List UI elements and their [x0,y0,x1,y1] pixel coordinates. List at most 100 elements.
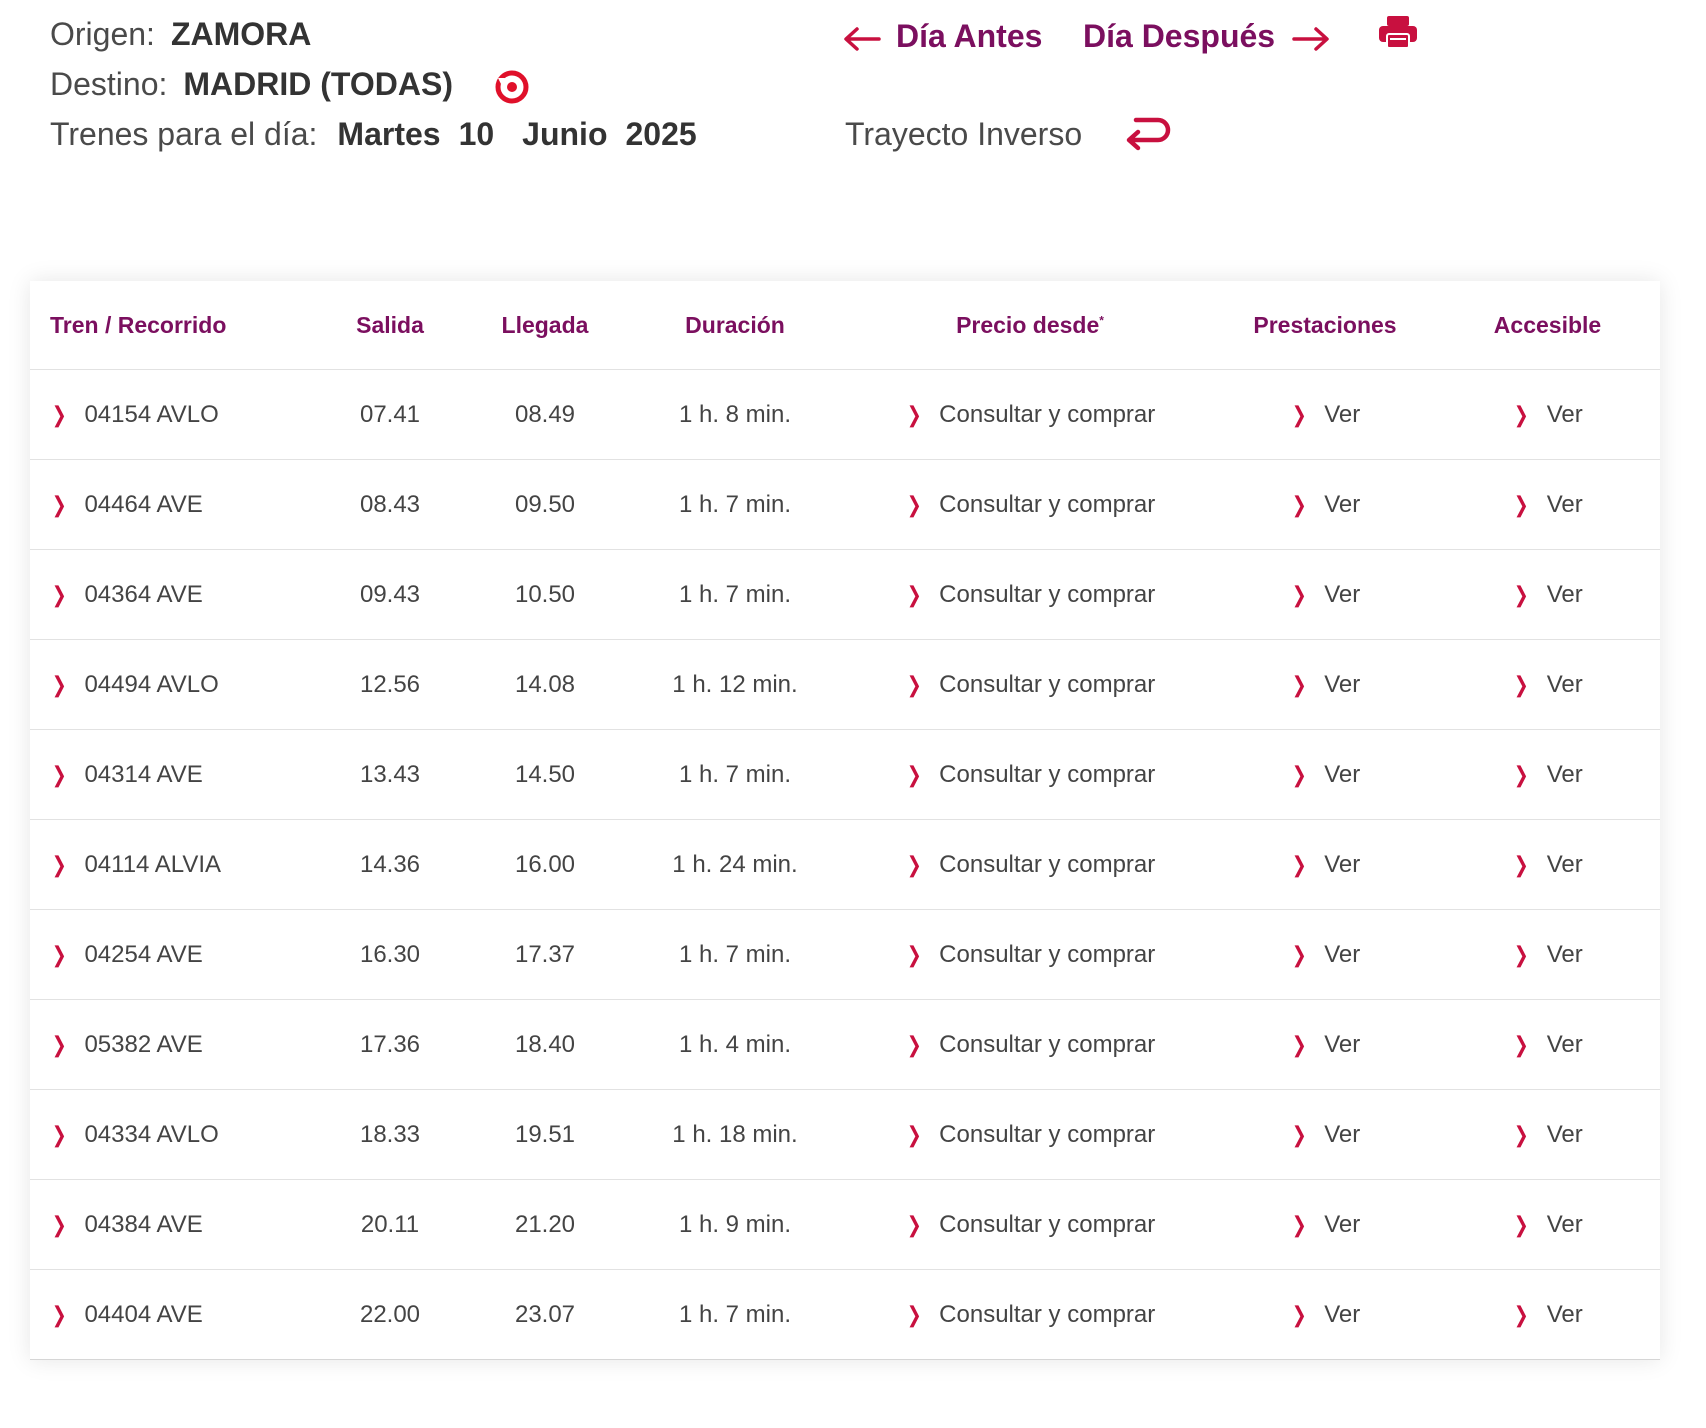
services-cell[interactable]: ❯ Ver [1215,1089,1435,1180]
services-link[interactable]: Ver [1324,850,1361,878]
train-name[interactable]: 04384 AVE [84,1210,203,1238]
train-cell[interactable]: ❯ 04364 AVE [30,549,315,640]
services-cell[interactable]: ❯ Ver [1215,549,1435,640]
services-cell[interactable]: ❯ Ver [1215,1179,1435,1270]
buy-link[interactable]: Consultar y comprar [939,1030,1156,1058]
train-cell[interactable]: ❯ 04334 AVLO [30,1089,315,1180]
services-cell[interactable]: ❯ Ver [1215,369,1435,460]
services-link[interactable]: Ver [1324,670,1361,698]
buy-link[interactable]: Consultar y comprar [939,1120,1156,1148]
price-cell[interactable]: ❯ Consultar y comprar [845,819,1215,910]
buy-link[interactable]: Consultar y comprar [939,490,1156,518]
arrow-left-icon[interactable] [843,26,881,52]
next-day-link[interactable]: Día Después [1083,18,1276,54]
accessible-cell[interactable]: ❯ Ver [1435,819,1660,910]
train-name[interactable]: 05382 AVE [84,1030,203,1058]
services-link[interactable]: Ver [1324,1030,1361,1058]
train-name[interactable]: 04314 AVE [84,760,203,788]
accessible-cell[interactable]: ❯ Ver [1435,729,1660,820]
accessible-link[interactable]: Ver [1546,580,1583,608]
train-cell[interactable]: ❯ 04494 AVLO [30,639,315,730]
train-cell[interactable]: ❯ 04384 AVE [30,1179,315,1270]
arrow-right-icon[interactable] [1292,26,1330,52]
accessible-cell[interactable]: ❯ Ver [1435,1269,1660,1360]
services-cell[interactable]: ❯ Ver [1215,729,1435,820]
train-name[interactable]: 04114 ALVIA [84,850,221,878]
services-link[interactable]: Ver [1324,580,1361,608]
accessible-cell[interactable]: ❯ Ver [1435,999,1660,1090]
chevron-right-icon: ❯ [51,1121,67,1147]
price-cell[interactable]: ❯ Consultar y comprar [845,999,1215,1090]
price-cell[interactable]: ❯ Consultar y comprar [845,729,1215,820]
accessible-link[interactable]: Ver [1546,1210,1583,1238]
services-link[interactable]: Ver [1324,1300,1361,1328]
accessible-cell[interactable]: ❯ Ver [1435,1089,1660,1180]
return-arrow-icon[interactable] [1124,112,1172,152]
accessible-link[interactable]: Ver [1546,400,1583,428]
train-name[interactable]: 04334 AVLO [84,1120,219,1148]
services-link[interactable]: Ver [1324,760,1361,788]
accessible-cell[interactable]: ❯ Ver [1435,909,1660,1000]
price-cell[interactable]: ❯ Consultar y comprar [845,909,1215,1000]
services-link[interactable]: Ver [1324,1210,1361,1238]
buy-link[interactable]: Consultar y comprar [939,940,1156,968]
buy-link[interactable]: Consultar y comprar [939,400,1156,428]
buy-link[interactable]: Consultar y comprar [939,760,1156,788]
train-name[interactable]: 04154 AVLO [84,400,219,428]
previous-day-link[interactable]: Día Antes [896,18,1043,54]
buy-link[interactable]: Consultar y comprar [939,1210,1156,1238]
price-cell[interactable]: ❯ Consultar y comprar [845,639,1215,730]
price-cell[interactable]: ❯ Consultar y comprar [845,1089,1215,1180]
buy-link[interactable]: Consultar y comprar [939,1300,1156,1328]
train-name[interactable]: 04464 AVE [84,490,203,518]
accessible-link[interactable]: Ver [1546,1300,1583,1328]
services-link[interactable]: Ver [1324,400,1361,428]
reload-icon[interactable] [495,70,529,104]
buy-link[interactable]: Consultar y comprar [939,670,1156,698]
price-cell[interactable]: ❯ Consultar y comprar [845,1269,1215,1360]
services-cell[interactable]: ❯ Ver [1215,909,1435,1000]
accessible-link[interactable]: Ver [1546,490,1583,518]
services-cell[interactable]: ❯ Ver [1215,1269,1435,1360]
accessible-cell[interactable]: ❯ Ver [1435,1179,1660,1270]
train-cell[interactable]: ❯ 04404 AVE [30,1269,315,1360]
services-link[interactable]: Ver [1324,940,1361,968]
chevron-right-icon: ❯ [906,1121,922,1147]
buy-link[interactable]: Consultar y comprar [939,580,1156,608]
train-name[interactable]: 04494 AVLO [84,670,219,698]
accessible-link[interactable]: Ver [1546,850,1583,878]
train-cell[interactable]: ❯ 04464 AVE [30,459,315,550]
train-cell[interactable]: ❯ 04254 AVE [30,909,315,1000]
train-name[interactable]: 04364 AVE [84,580,203,608]
price-cell[interactable]: ❯ Consultar y comprar [845,369,1215,460]
train-cell[interactable]: ❯ 04154 AVLO [30,369,315,460]
chevron-right-icon: ❯ [1291,1301,1307,1327]
train-cell[interactable]: ❯ 04114 ALVIA [30,819,315,910]
services-link[interactable]: Ver [1324,490,1361,518]
accessible-link[interactable]: Ver [1546,940,1583,968]
price-cell[interactable]: ❯ Consultar y comprar [845,459,1215,550]
services-link[interactable]: Ver [1324,1120,1361,1148]
train-name[interactable]: 04254 AVE [84,940,203,968]
price-cell[interactable]: ❯ Consultar y comprar [845,549,1215,640]
accessible-cell[interactable]: ❯ Ver [1435,639,1660,730]
date-weekday: Martes [337,116,441,152]
train-name[interactable]: 04404 AVE [84,1300,203,1328]
accessible-link[interactable]: Ver [1546,670,1583,698]
buy-link[interactable]: Consultar y comprar [939,850,1156,878]
services-cell[interactable]: ❯ Ver [1215,819,1435,910]
accessible-link[interactable]: Ver [1546,1120,1583,1148]
train-cell[interactable]: ❯ 05382 AVE [30,999,315,1090]
accessible-link[interactable]: Ver [1546,1030,1583,1058]
accessible-cell[interactable]: ❯ Ver [1435,549,1660,640]
services-cell[interactable]: ❯ Ver [1215,639,1435,730]
services-cell[interactable]: ❯ Ver [1215,999,1435,1090]
table-row: ❯ 05382 AVE 17.36 18.40 1 h. 4 min. ❯ Consulta… [30,999,1660,1090]
print-icon[interactable] [1377,14,1419,52]
accessible-cell[interactable]: ❯ Ver [1435,369,1660,460]
train-cell[interactable]: ❯ 04314 AVE [30,729,315,820]
price-cell[interactable]: ❯ Consultar y comprar [845,1179,1215,1270]
services-cell[interactable]: ❯ Ver [1215,459,1435,550]
accessible-cell[interactable]: ❯ Ver [1435,459,1660,550]
accessible-link[interactable]: Ver [1546,760,1583,788]
